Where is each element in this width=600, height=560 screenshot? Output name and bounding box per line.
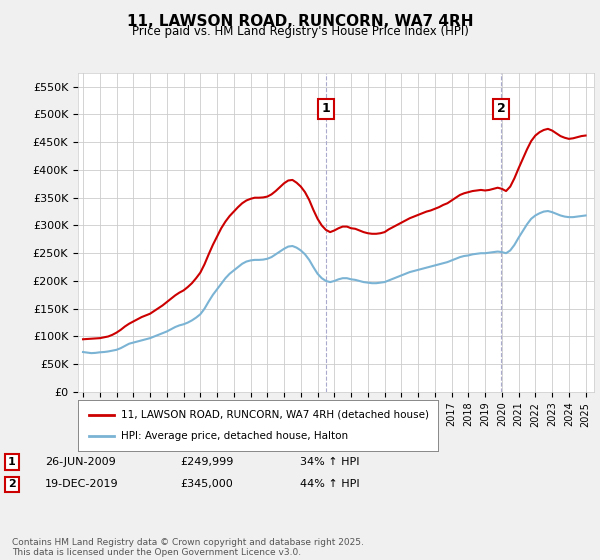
Text: 44% ↑ HPI: 44% ↑ HPI — [300, 479, 359, 489]
Text: 1: 1 — [322, 102, 330, 115]
Text: 19-DEC-2019: 19-DEC-2019 — [45, 479, 119, 489]
Text: £345,000: £345,000 — [180, 479, 233, 489]
Text: 11, LAWSON ROAD, RUNCORN, WA7 4RH (detached house): 11, LAWSON ROAD, RUNCORN, WA7 4RH (detac… — [121, 409, 429, 419]
Text: 11, LAWSON ROAD, RUNCORN, WA7 4RH: 11, LAWSON ROAD, RUNCORN, WA7 4RH — [127, 14, 473, 29]
Text: £249,999: £249,999 — [180, 457, 233, 467]
Text: 34% ↑ HPI: 34% ↑ HPI — [300, 457, 359, 467]
Text: 2: 2 — [8, 479, 16, 489]
Text: Price paid vs. HM Land Registry's House Price Index (HPI): Price paid vs. HM Land Registry's House … — [131, 25, 469, 38]
Text: 26-JUN-2009: 26-JUN-2009 — [45, 457, 116, 467]
Text: HPI: Average price, detached house, Halton: HPI: Average price, detached house, Halt… — [121, 431, 349, 441]
Text: Contains HM Land Registry data © Crown copyright and database right 2025.
This d: Contains HM Land Registry data © Crown c… — [12, 538, 364, 557]
Text: 2: 2 — [497, 102, 506, 115]
Text: 1: 1 — [8, 457, 16, 467]
